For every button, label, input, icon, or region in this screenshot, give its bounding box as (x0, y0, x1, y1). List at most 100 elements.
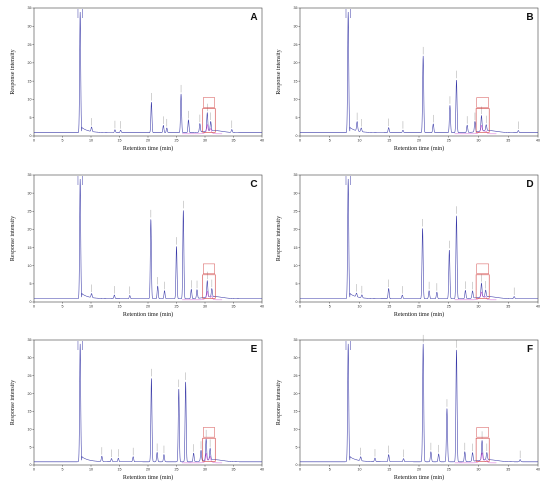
y-tick-label: 15 (28, 246, 32, 250)
y-tick-label: 30 (294, 24, 298, 28)
x-tick-label: 35 (506, 139, 510, 143)
x-tick-label: 15 (387, 139, 391, 143)
secondary-trace (182, 290, 223, 301)
x-tick-label: 40 (536, 305, 540, 309)
y-tick-label: 30 (28, 191, 32, 195)
secondary-trace (454, 291, 497, 301)
x-tick-label: 0 (33, 468, 35, 472)
x-tick-label: 30 (203, 468, 207, 472)
x-tick-label: 35 (506, 468, 510, 472)
x-tick-label: 20 (146, 305, 150, 309)
chart-panel-f: 0 5 10 15 20 25 30 35 40 0 5 10 15 20 25 30 35 Retention … (276, 334, 540, 481)
x-tick-label: 5 (62, 468, 64, 472)
x-tick-label: 40 (260, 468, 264, 472)
y-tick-label: 25 (294, 43, 298, 47)
x-axis-label: Retention time (min) (394, 145, 444, 152)
x-tick-label: 10 (358, 139, 362, 143)
panel-label: B (526, 12, 533, 23)
plot-frame (299, 7, 539, 137)
x-tick-label: 35 (232, 468, 236, 472)
x-tick-label: 25 (175, 468, 179, 472)
y-tick-label: 0 (30, 463, 32, 467)
y-tick-label: 20 (28, 61, 32, 65)
highlight-box-inner (203, 97, 215, 108)
chromatogram-trace (300, 12, 538, 133)
y-axis-label: Response intensity (276, 49, 282, 94)
panel-label: C (250, 179, 257, 190)
x-axis-label: Retention time (min) (394, 311, 444, 318)
x-tick-label: 5 (329, 139, 331, 143)
x-tick-label: 0 (299, 139, 301, 143)
x-tick-label: 25 (447, 139, 451, 143)
highlight-box (475, 437, 490, 462)
x-tick-label: 15 (118, 468, 122, 472)
y-tick-label: 35 (294, 173, 298, 177)
y-axis-label: Response intensity (10, 380, 16, 425)
y-tick-label: 35 (28, 338, 32, 342)
x-tick-label: 10 (358, 468, 362, 472)
chart-panel-b: 0 5 10 15 20 25 30 35 40 0 5 10 15 20 25 30 35 Retention … (276, 6, 540, 152)
y-tick-label: 5 (296, 445, 298, 449)
x-axis-label: Retention time (min) (394, 474, 444, 481)
chromatogram-trace (300, 178, 538, 300)
x-tick-label: 10 (89, 468, 93, 472)
y-tick-label: 35 (28, 173, 32, 177)
y-tick-label: 25 (294, 374, 298, 378)
x-tick-label: 30 (203, 139, 207, 143)
x-tick-label: 25 (175, 305, 179, 309)
highlight-box (475, 108, 490, 133)
x-tick-label: 35 (506, 305, 510, 309)
plot-frame (33, 339, 263, 466)
x-tick-label: 25 (175, 139, 179, 143)
y-tick-label: 0 (30, 300, 32, 304)
x-tick-label: 20 (146, 468, 150, 472)
highlight-box (202, 437, 216, 462)
x-tick-label: 35 (232, 139, 236, 143)
panel-label: E (251, 344, 258, 355)
x-tick-label: 30 (477, 139, 481, 143)
y-tick-label: 30 (294, 356, 298, 360)
y-tick-label: 35 (294, 6, 298, 10)
x-tick-label: 20 (417, 139, 421, 143)
y-tick-label: 25 (294, 209, 298, 213)
x-tick-label: 15 (118, 139, 122, 143)
x-axis-label: Retention time (min) (123, 474, 173, 481)
chart-panel-d: 0 5 10 15 20 25 30 35 40 0 5 10 15 20 25 30 35 Retention … (276, 173, 540, 318)
chromatogram-trace (34, 178, 262, 300)
y-tick-label: 5 (30, 445, 32, 449)
y-tick-label: 5 (30, 282, 32, 286)
y-tick-label: 20 (294, 392, 298, 396)
secondary-trace (454, 125, 497, 135)
y-tick-label: 15 (28, 410, 32, 414)
plot-frame (299, 339, 539, 466)
x-tick-label: 35 (232, 305, 236, 309)
panel-label: A (250, 12, 257, 23)
y-tick-label: 20 (28, 228, 32, 232)
y-axis-label: Response intensity (10, 216, 16, 261)
highlight-box-inner (476, 263, 489, 274)
y-tick-label: 30 (294, 191, 298, 195)
x-tick-label: 15 (387, 468, 391, 472)
y-tick-label: 35 (28, 6, 32, 10)
plot-frame (33, 7, 263, 137)
secondary-trace (454, 452, 497, 464)
y-tick-label: 10 (28, 98, 32, 102)
x-tick-label: 5 (329, 305, 331, 309)
x-tick-label: 0 (299, 305, 301, 309)
y-tick-label: 20 (28, 392, 32, 396)
x-axis-label: Retention time (min) (123, 145, 173, 152)
x-tick-label: 30 (203, 305, 207, 309)
y-axis-label: Response intensity (276, 380, 282, 425)
y-tick-label: 25 (28, 209, 32, 213)
y-tick-label: 0 (30, 134, 32, 138)
y-tick-label: 5 (30, 116, 32, 120)
y-tick-label: 30 (28, 356, 32, 360)
x-tick-label: 5 (329, 468, 331, 472)
y-tick-label: 25 (28, 374, 32, 378)
x-tick-label: 30 (477, 468, 481, 472)
x-tick-label: 20 (417, 305, 421, 309)
x-tick-label: 30 (477, 305, 481, 309)
plot-frame (299, 174, 539, 303)
y-axis-label: Response intensity (276, 216, 282, 261)
